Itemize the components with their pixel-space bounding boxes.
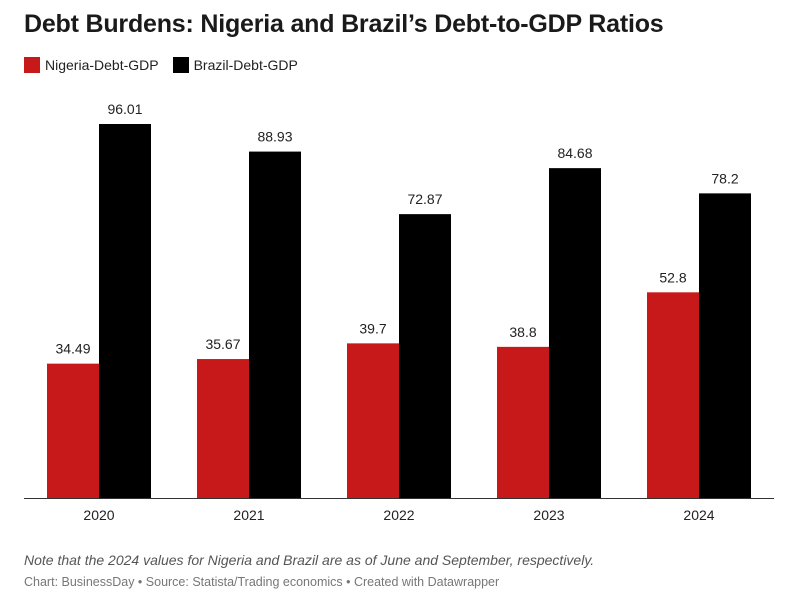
legend-swatch-brazil xyxy=(172,57,189,73)
data-label-nigeria-debt-gdp-2024: 52.8 xyxy=(659,269,686,285)
data-label-brazil-debt-gdp-2023: 84.68 xyxy=(557,145,592,161)
chart-title: Debt Burdens: Nigeria and Brazil’s Debt-… xyxy=(24,10,664,38)
bar-brazil-debt-gdp-2021 xyxy=(249,151,301,498)
data-label-nigeria-debt-gdp-2022: 39.7 xyxy=(359,320,386,336)
x-tick-label-2021: 2021 xyxy=(233,507,264,523)
chart-legend: Nigeria-Debt-GDP Brazil-Debt-GDP xyxy=(24,57,312,73)
bar-chart: 34.49 96.01 2020 35.67 88.93 2021 39.7 72.87 202… xyxy=(24,101,774,523)
chart-note: Note that the 2024 values for Nigeria an… xyxy=(24,552,595,568)
data-label-nigeria-debt-gdp-2020: 34.49 xyxy=(55,341,90,357)
bar-nigeria-debt-gdp-2022 xyxy=(347,343,399,498)
x-tick-label-2020: 2020 xyxy=(83,507,114,523)
data-label-brazil-debt-gdp-2020: 96.01 xyxy=(107,101,142,117)
x-tick-label-2023: 2023 xyxy=(533,507,564,523)
data-label-nigeria-debt-gdp-2023: 38.8 xyxy=(509,324,536,340)
data-label-brazil-debt-gdp-2024: 78.2 xyxy=(711,170,738,186)
legend-label-nigeria: Nigeria-Debt-GDP xyxy=(45,57,159,73)
chart-footer: Chart: BusinessDay • Source: Statista/Tr… xyxy=(24,575,500,589)
bar-nigeria-debt-gdp-2024 xyxy=(647,292,699,498)
legend-item-nigeria: Nigeria-Debt-GDP xyxy=(24,57,159,73)
legend-label-brazil: Brazil-Debt-GDP xyxy=(193,57,298,73)
data-label-brazil-debt-gdp-2022: 72.87 xyxy=(407,191,442,207)
data-label-brazil-debt-gdp-2021: 88.93 xyxy=(257,129,292,145)
bar-nigeria-debt-gdp-2020 xyxy=(47,363,99,498)
data-label-nigeria-debt-gdp-2021: 35.67 xyxy=(205,336,240,352)
x-tick-label-2022: 2022 xyxy=(383,507,414,523)
bar-brazil-debt-gdp-2020 xyxy=(99,124,151,498)
legend-swatch-nigeria xyxy=(24,57,40,73)
bar-brazil-debt-gdp-2023 xyxy=(549,168,601,498)
legend-item-brazil: Brazil-Debt-GDP xyxy=(172,57,298,73)
bar-brazil-debt-gdp-2022 xyxy=(399,214,451,498)
bar-nigeria-debt-gdp-2023 xyxy=(497,346,549,498)
bar-nigeria-debt-gdp-2021 xyxy=(197,359,249,498)
bar-brazil-debt-gdp-2024 xyxy=(699,193,751,498)
x-tick-label-2024: 2024 xyxy=(683,507,714,523)
